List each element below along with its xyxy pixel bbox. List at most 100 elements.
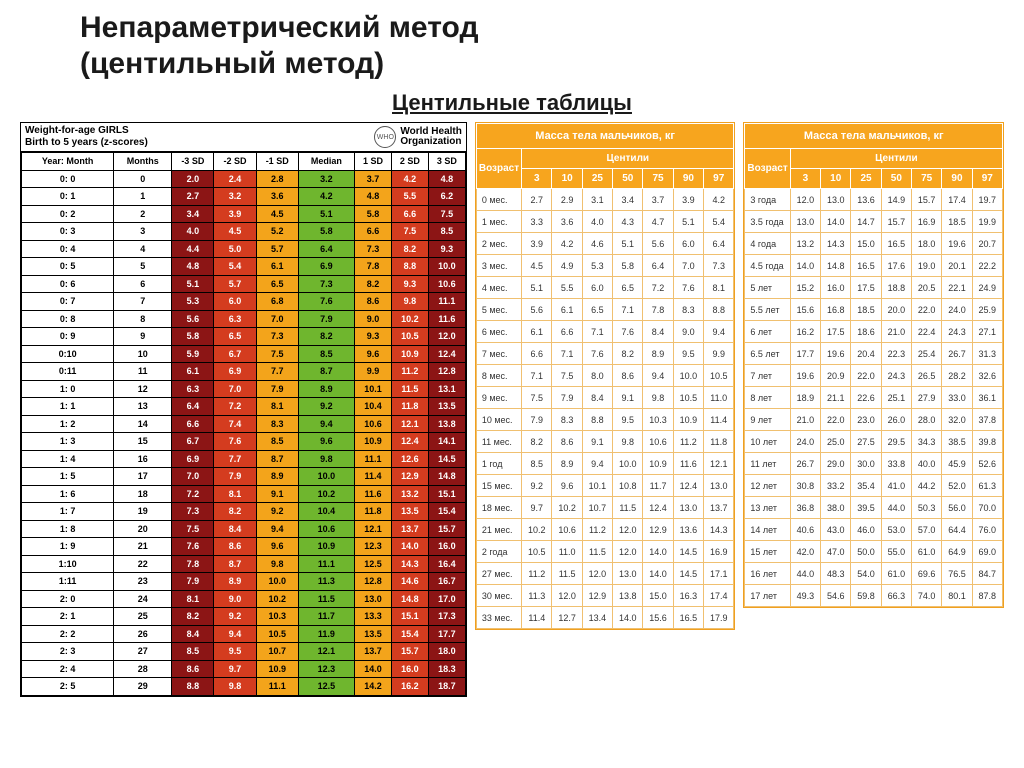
who-cell: 7.8 bbox=[172, 555, 214, 573]
who-cell: 4.8 bbox=[355, 188, 392, 206]
who-cell: 10.6 bbox=[428, 275, 465, 293]
who-cell: 14.3 bbox=[391, 555, 428, 573]
centile-cell: 10.2 bbox=[522, 519, 552, 541]
centile-cell: 6.5 bbox=[582, 299, 612, 321]
who-cell: 10.0 bbox=[428, 258, 465, 276]
who-cell: 9.2 bbox=[214, 608, 256, 626]
centile-cell: 10.5 bbox=[673, 387, 703, 409]
centile-cell: 2.9 bbox=[552, 189, 582, 211]
centile-cell: 27 мес. bbox=[476, 563, 521, 585]
table-row: 8 лет18.921.122.625.127.933.036.1 bbox=[745, 387, 1003, 409]
centile-cell: 49.3 bbox=[790, 585, 820, 607]
who-cell: 9.9 bbox=[355, 363, 392, 381]
centile-cell: 0 мес. bbox=[476, 189, 521, 211]
who-cell: 7.3 bbox=[355, 240, 392, 258]
who-cell: 4.2 bbox=[298, 188, 354, 206]
table-row: 11 лет26.729.030.033.840.045.952.6 bbox=[745, 453, 1003, 475]
centile-cell: 10.8 bbox=[613, 475, 643, 497]
who-cell: 9.4 bbox=[214, 625, 256, 643]
who-cell: 7.6 bbox=[298, 293, 354, 311]
who-cell: 7.3 bbox=[298, 275, 354, 293]
centile-cell: 13.2 bbox=[790, 233, 820, 255]
centile-cell: 26.0 bbox=[881, 409, 911, 431]
who-cell: 5 bbox=[114, 258, 172, 276]
who-cell: 10.0 bbox=[256, 573, 298, 591]
centile-cell: 9 лет bbox=[745, 409, 790, 431]
who-cell: 12.1 bbox=[298, 643, 354, 661]
centile-cell: 10 мес. bbox=[476, 409, 521, 431]
centile-cell: 16 лет bbox=[745, 563, 790, 585]
who-cell: 5.8 bbox=[298, 223, 354, 241]
who-cell: 9.8 bbox=[214, 678, 256, 696]
who-cell: 9.3 bbox=[428, 240, 465, 258]
centile-cell: 9.4 bbox=[582, 453, 612, 475]
centile-cell: 7 мес. bbox=[476, 343, 521, 365]
centile-cell: 5.1 bbox=[673, 211, 703, 233]
who-cell: 18.7 bbox=[428, 678, 465, 696]
table-row: 1: 1136.47.28.19.210.411.813.5 bbox=[22, 398, 466, 416]
who-cell: 13.1 bbox=[428, 380, 465, 398]
who-cell: 2.0 bbox=[172, 170, 214, 188]
centile-cell: 6.0 bbox=[582, 277, 612, 299]
centile-cell: 4.7 bbox=[643, 211, 673, 233]
centile-cell: 5.1 bbox=[522, 277, 552, 299]
centile-cell: 14.5 bbox=[673, 563, 703, 585]
table-row: 2: 5298.89.811.112.514.216.218.7 bbox=[22, 678, 466, 696]
centile-cell: 10.7 bbox=[582, 497, 612, 519]
table-row: 1: 9217.68.69.610.912.314.016.0 bbox=[22, 538, 466, 556]
who-cell: 8.9 bbox=[298, 380, 354, 398]
centile-cell: 16.5 bbox=[881, 233, 911, 255]
who-cell: 1:10 bbox=[22, 555, 114, 573]
who-cell: 22 bbox=[114, 555, 172, 573]
who-cell: 19 bbox=[114, 503, 172, 521]
table-row: 9 мес.7.57.98.49.19.810.511.0 bbox=[476, 387, 734, 409]
table-row: 5.5 лет15.616.818.520.022.024.025.9 bbox=[745, 299, 1003, 321]
centile-cell: 28.0 bbox=[911, 409, 941, 431]
centile-cell: 15.2 bbox=[790, 277, 820, 299]
centile-cell: 29.5 bbox=[881, 431, 911, 453]
centile-cell: 3.5 года bbox=[745, 211, 790, 233]
who-cell: 9.2 bbox=[298, 398, 354, 416]
centile-cell: 8.5 bbox=[522, 453, 552, 475]
who-cell: 10.3 bbox=[256, 608, 298, 626]
centile-cell: 3.4 bbox=[613, 189, 643, 211]
centile-cell: 13.4 bbox=[582, 607, 612, 629]
who-cell: 15 bbox=[114, 433, 172, 451]
who-cell: 11.1 bbox=[355, 450, 392, 468]
table-row: 8 мес.7.17.58.08.69.410.010.5 bbox=[476, 365, 734, 387]
centile-cell: 1 год bbox=[476, 453, 521, 475]
who-cell: 14.6 bbox=[391, 573, 428, 591]
who-cell: 16.4 bbox=[428, 555, 465, 573]
who-cell: 0:10 bbox=[22, 345, 114, 363]
centile-cell: 5.6 bbox=[643, 233, 673, 255]
who-cell: 5.5 bbox=[391, 188, 428, 206]
centile-cell: 11.6 bbox=[673, 453, 703, 475]
centile-cell: 15.7 bbox=[881, 211, 911, 233]
table-row: 1:11237.98.910.011.312.814.616.7 bbox=[22, 573, 466, 591]
centile-cell: 9.2 bbox=[522, 475, 552, 497]
who-cell: 8.4 bbox=[214, 520, 256, 538]
centile-cell: 13.0 bbox=[704, 475, 734, 497]
centile-cell: 64.9 bbox=[942, 541, 972, 563]
who-cell: 8.9 bbox=[256, 468, 298, 486]
who-cell: 4.5 bbox=[256, 205, 298, 223]
who-cell: 10.2 bbox=[391, 310, 428, 328]
who-cell: 3.9 bbox=[214, 205, 256, 223]
who-cell: 16.2 bbox=[391, 678, 428, 696]
centile-cell: 19.9 bbox=[972, 211, 1002, 233]
centile-cell: 6.6 bbox=[522, 343, 552, 365]
centile-cell: 14.0 bbox=[821, 211, 851, 233]
centile-cell: 9.5 bbox=[673, 343, 703, 365]
centile-title: Масса тела мальчиков, кг bbox=[476, 124, 734, 149]
centile-cell: 48.3 bbox=[821, 563, 851, 585]
centile-cell: 30.8 bbox=[790, 475, 820, 497]
centile-col: 3 bbox=[790, 169, 820, 189]
who-cell: 5.3 bbox=[172, 293, 214, 311]
centile-cell: 26.5 bbox=[911, 365, 941, 387]
centile-cell: 10.6 bbox=[643, 431, 673, 453]
who-cell: 1: 4 bbox=[22, 450, 114, 468]
centile-cell: 9.4 bbox=[643, 365, 673, 387]
centile-cell: 5.5 лет bbox=[745, 299, 790, 321]
table-row: 1:10227.88.79.811.112.514.316.4 bbox=[22, 555, 466, 573]
centile-cell: 4 года bbox=[745, 233, 790, 255]
